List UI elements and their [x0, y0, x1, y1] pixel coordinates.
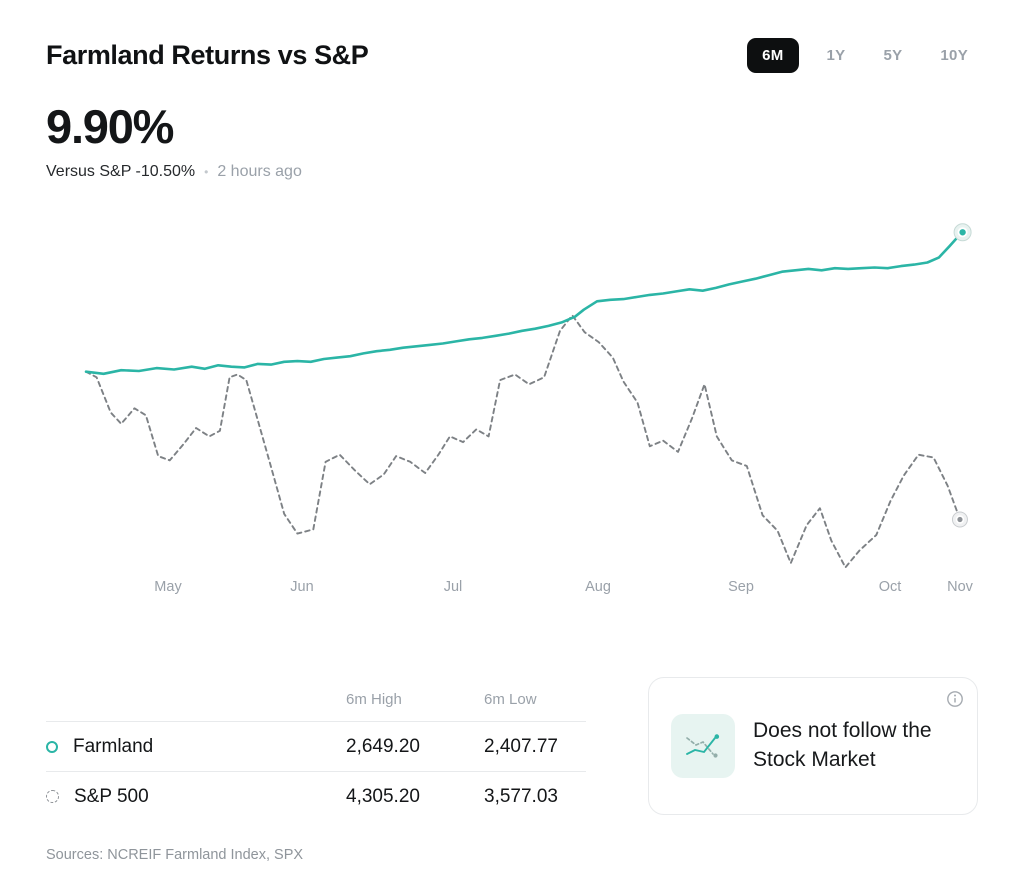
farmland-returns-widget: Farmland Returns vs S&P 6M 1Y 5Y 10Y 9.9… — [46, 38, 978, 863]
table-header-row: 6m High 6m Low — [46, 677, 586, 721]
separator-dot: • — [204, 165, 209, 179]
sp500-legend-icon — [46, 790, 59, 803]
table-row-farmland: Farmland 2,649.20 2,407.77 — [46, 721, 586, 771]
farmland-row-label: Farmland — [73, 735, 154, 757]
info-card-text: Does not follow the Stock Market — [753, 719, 932, 771]
x-tick-label: May — [154, 579, 182, 595]
sp500-6m-low: 3,577.03 — [484, 785, 558, 807]
comparison-table: 6m High 6m Low Farmland 2,649.20 2,407.7… — [46, 677, 586, 821]
col-header-6m-high: 6m High — [346, 690, 402, 708]
range-tab-5y[interactable]: 5Y — [873, 38, 912, 73]
x-tick-label: Aug — [585, 579, 611, 595]
widget-header: Farmland Returns vs S&P 6M 1Y 5Y 10Y — [46, 38, 978, 73]
range-tab-1y[interactable]: 1Y — [817, 38, 856, 73]
info-card: Does not follow the Stock Market — [648, 677, 978, 815]
farmland-legend-icon — [46, 740, 58, 753]
page-title: Farmland Returns vs S&P — [46, 40, 369, 70]
range-selector: 6M 1Y 5Y 10Y — [747, 38, 978, 73]
decoupled-lines-icon — [671, 714, 735, 778]
sp500-6m-high: 4,305.20 — [346, 785, 420, 807]
returns-chart[interactable] — [46, 203, 981, 575]
x-tick-label: Jun — [290, 579, 314, 595]
table-row-sp500: S&P 500 4,305.20 3,577.03 — [46, 771, 586, 821]
sp500-row-label: S&P 500 — [74, 785, 149, 807]
farmland-line — [84, 231, 964, 376]
x-tick-label: Oct — [878, 579, 902, 595]
sources-note: Sources: NCREIF Farmland Index, SPX — [46, 847, 304, 863]
range-tab-6m[interactable]: 6M — [747, 38, 799, 73]
sp-comparison: Versus S&P -10.50% — [46, 163, 196, 180]
sp500-end-marker[interactable] — [951, 511, 968, 528]
return-value: 9.90% — [46, 100, 174, 153]
farmland-6m-low: 2,407.77 — [484, 735, 558, 757]
farmland-6m-high: 2,649.20 — [346, 735, 420, 757]
chart-block: May Jun Jul Aug Sep Oct Nov — [46, 203, 978, 599]
info-icon[interactable] — [946, 690, 964, 708]
last-updated: 2 hours ago — [217, 163, 302, 180]
x-tick-label: Nov — [947, 579, 973, 595]
x-tick-label: Jul — [443, 579, 463, 595]
range-tab-10y[interactable]: 10Y — [930, 38, 978, 73]
x-tick-label: Sep — [728, 579, 754, 595]
x-axis-labels: May Jun Jul Aug Sep Oct Nov — [46, 577, 978, 599]
sp500-line — [85, 314, 961, 569]
summary-block: 9.90% Versus S&P -10.50% • 2 hours ago — [46, 99, 978, 181]
farmland-end-marker[interactable] — [953, 223, 972, 242]
col-header-6m-low: 6m Low — [484, 690, 537, 708]
